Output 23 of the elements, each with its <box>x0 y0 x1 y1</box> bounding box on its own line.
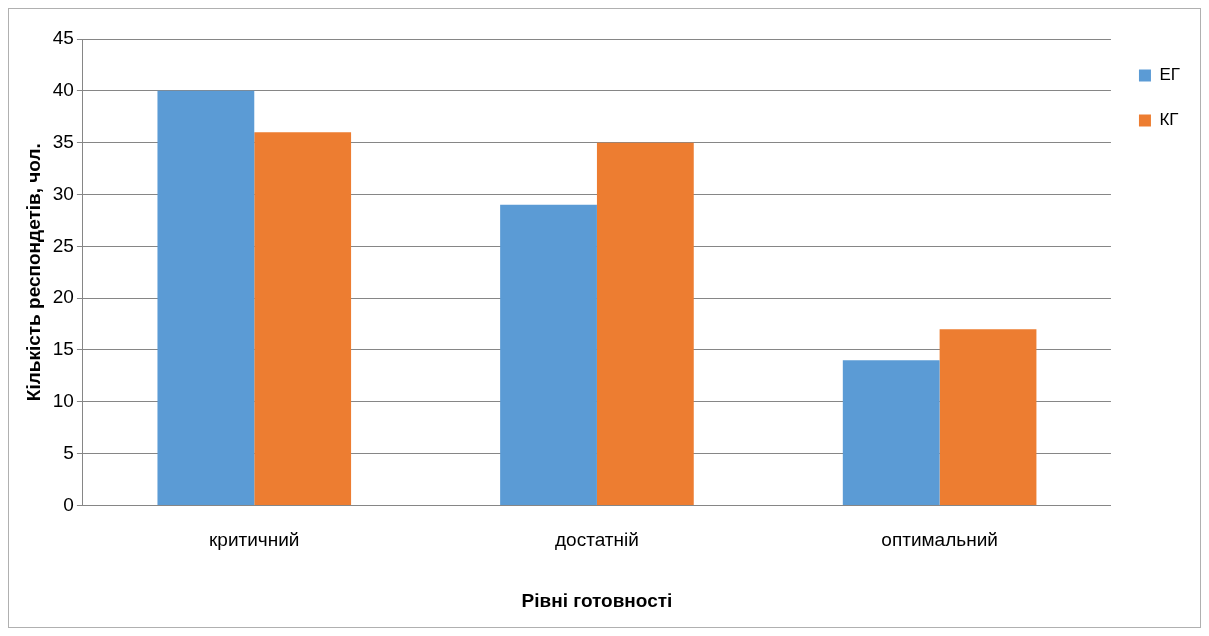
y-tick-label: 35 <box>52 130 74 152</box>
y-tick-label: 5 <box>63 441 74 463</box>
y-tick-label: 40 <box>52 79 74 101</box>
y-tick-label: 45 <box>52 27 74 49</box>
bar <box>596 142 694 505</box>
y-tick-label: 30 <box>52 182 74 204</box>
bar <box>842 360 940 505</box>
legend-label: ЕГ <box>1159 65 1180 85</box>
y-tick-label: 10 <box>52 389 74 411</box>
y-tick-label: 0 <box>63 493 74 515</box>
bar <box>939 329 1037 505</box>
bar <box>254 132 352 505</box>
x-axis-title: Рівні готовності <box>521 589 673 611</box>
y-tick-label: 15 <box>52 338 74 360</box>
y-axis-title: Кількість респондетів, чол. <box>22 143 44 402</box>
y-tick-label: 25 <box>52 234 74 256</box>
x-tick-label: оптимальний <box>881 529 998 551</box>
bar <box>157 90 255 505</box>
legend-label: КГ <box>1159 110 1179 130</box>
bar <box>500 204 597 505</box>
y-tick-label: 20 <box>52 286 74 308</box>
x-tick-label: критичний <box>209 529 300 551</box>
x-tick-label: достатній <box>555 529 639 551</box>
